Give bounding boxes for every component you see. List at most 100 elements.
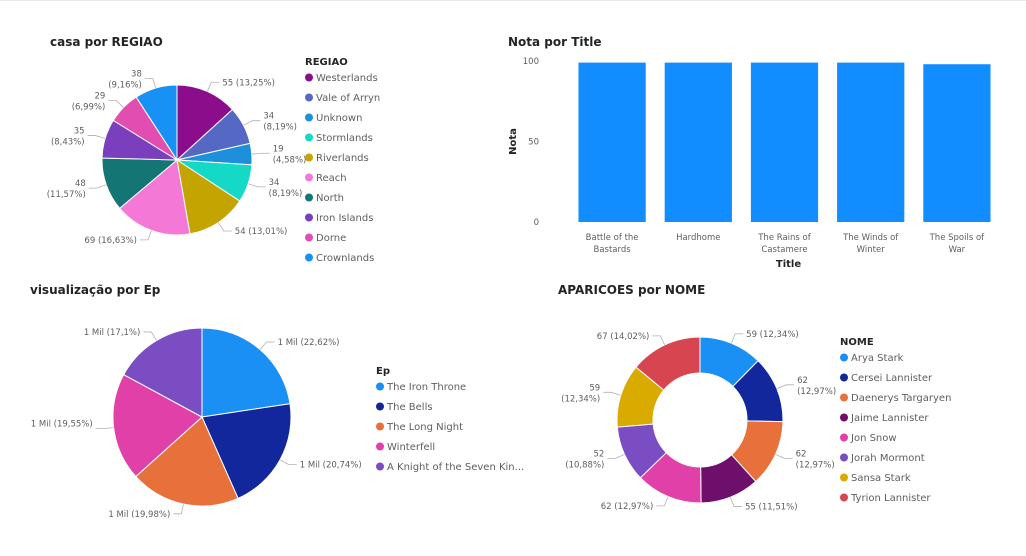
slice-tyrion-lannister[interactable] <box>635 336 701 391</box>
legend-label: Cersei Lannister <box>851 373 933 384</box>
legend-label: The Iron Throne <box>386 382 466 393</box>
slice-riverlands[interactable] <box>176 158 241 235</box>
chart-title: casa por REGIAO <box>50 35 163 49</box>
legend-marker <box>840 393 848 402</box>
legend: REGIAO Westerlands Vale of Arryn Unknown Sto… <box>305 57 380 264</box>
leader-line <box>108 100 124 108</box>
legend-marker <box>840 453 848 462</box>
legend: Ep The Iron Throne The Bells The Long Night… <box>376 366 524 473</box>
legend-title: NOME <box>840 337 874 348</box>
legend-item-a-knight-of-the-seven-kin[interactable]: A Knight of the Seven Kin... <box>376 462 524 473</box>
legend-marker <box>305 253 313 262</box>
slices <box>112 327 292 507</box>
legend-marker <box>305 193 313 202</box>
legend-label: Reach <box>316 173 347 184</box>
y-tick-label: 50 <box>528 138 539 148</box>
legend-item-riverlands[interactable]: Riverlands <box>305 153 369 164</box>
top-divider <box>0 0 1026 1</box>
bar-the-spoils-of-war[interactable] <box>923 64 991 222</box>
bar-the-winds-of-winter[interactable] <box>837 62 905 222</box>
data-label-iron-islands: 35 (8,43%) <box>51 127 85 148</box>
bar-battle-of-the-bastards[interactable] <box>578 62 646 222</box>
legend-label: The Long Night <box>386 422 463 433</box>
legend-label: Jorah Mormont <box>850 453 925 464</box>
leader-line <box>279 459 297 466</box>
x-tick-label: The Spoils of War <box>929 233 986 255</box>
legend-item-jon-snow[interactable]: Jon Snow <box>840 433 897 444</box>
legend-title: REGIAO <box>305 57 348 68</box>
legend-item-vale-of-arryn[interactable]: Vale of Arryn <box>305 93 380 104</box>
legend-item-iron-islands[interactable]: Iron Islands <box>305 213 373 224</box>
leader-line <box>95 427 114 430</box>
legend-marker <box>840 413 848 422</box>
leader-line <box>251 152 270 155</box>
data-label-jaime-lannister: 55 (11,51%) <box>745 503 798 513</box>
data-labels: 1 Mil (22,62%) 1 Mil (20,74%) 1 Mil (19,98… <box>31 328 362 520</box>
legend-item-westerlands[interactable]: Westerlands <box>305 73 378 84</box>
ep-pie-chart[interactable]: 1 Mil (22,62%) 1 Mil (20,74%) 1 Mil (19,98… <box>0 275 540 556</box>
regiao-pie-chart[interactable]: 55 (13,25%) 34 (8,19%) 19 (4,58%) 34 (8,19%) 54… <box>0 0 500 275</box>
slice-a-knight-of-the-seven-kin[interactable] <box>123 327 203 418</box>
legend-item-winterfell[interactable]: Winterfell <box>376 442 435 453</box>
legend-marker <box>305 173 313 182</box>
slice-the-iron-throne[interactable] <box>201 327 291 418</box>
legend-item-the-iron-throne[interactable]: The Iron Throne <box>376 382 466 393</box>
legend-label: Winterfell <box>387 442 435 453</box>
data-label-tyrion-lannister: 67 (14,02%) <box>597 332 650 342</box>
legend-marker <box>840 433 848 442</box>
nome-donut-chart[interactable]: 59 (12,34%) 62 (12,97%) 62 (12,97%) 55 (11,51… <box>540 275 1026 556</box>
slice-crownlands[interactable] <box>135 84 178 162</box>
legend-marker <box>305 153 313 162</box>
legend-item-arya-stark[interactable]: Arya Stark <box>840 353 904 364</box>
legend-item-jorah-mormont[interactable]: Jorah Mormont <box>840 453 925 464</box>
visualizacao-por-ep-visual[interactable]: visualização por Ep 1 Mil (22,62%) 1 Mil … <box>0 275 540 556</box>
leader-line <box>206 81 220 92</box>
legend-item-the-bells[interactable]: The Bells <box>376 402 433 413</box>
legend-item-crownlands[interactable]: Crownlands <box>305 253 374 264</box>
leader-line <box>656 496 669 507</box>
legend-label: Vale of Arryn <box>316 93 380 104</box>
chart-title: visualização por Ep <box>30 283 161 297</box>
legend-label: A Knight of the Seven Kin... <box>387 462 524 473</box>
legend-item-tyrion-lannister[interactable]: Tyrion Lannister <box>840 493 931 504</box>
legend-item-north[interactable]: North <box>305 193 344 204</box>
bar-hardhome[interactable] <box>664 62 732 222</box>
legend-label: Stormlands <box>316 133 373 144</box>
leader-line <box>731 333 744 344</box>
data-label-jon-snow: 62 (12,97%) <box>601 502 654 512</box>
casa-por-regiao-visual[interactable]: casa por REGIAO 55 (13,25%) 34 (8,19%) 19 (4… <box>0 0 500 275</box>
leader-line <box>143 331 157 341</box>
legend-item-reach[interactable]: Reach <box>305 173 347 184</box>
legend-label: Jaime Lannister <box>850 413 929 424</box>
legend-marker <box>305 113 313 122</box>
legend-item-cersei-lannister[interactable]: Cersei Lannister <box>840 373 933 384</box>
legend-item-unknown[interactable]: Unknown <box>305 113 362 124</box>
bar-the-rains-of-castamere[interactable] <box>750 62 819 222</box>
slice-reach[interactable] <box>118 159 191 236</box>
legend-label: Westerlands <box>316 73 378 84</box>
leader-line <box>139 230 152 241</box>
legend-item-dorne[interactable]: Dorne <box>305 233 346 244</box>
legend-marker <box>840 493 848 502</box>
slice-the-bells[interactable] <box>201 403 292 500</box>
y-axis-title: Nota <box>508 128 519 155</box>
nota-bar-chart[interactable]: 0 50 100 Nota Battle of the Bastards Hardhome T… <box>500 0 1026 275</box>
data-label-winterfell: 1 Mil (19,55%) <box>31 420 93 430</box>
leader-line <box>144 78 157 89</box>
slices <box>101 84 253 236</box>
legend-item-jaime-lannister[interactable]: Jaime Lannister <box>840 413 929 424</box>
data-label-cersei-lannister: 62 (12,97%) <box>797 376 836 397</box>
leader-line <box>776 384 795 389</box>
nota-por-title-visual[interactable]: Nota por Title 0 50 100 Nota Battle of the Ba… <box>500 0 1026 275</box>
legend-label: Iron Islands <box>316 213 373 224</box>
leader-line <box>217 222 232 232</box>
slice-the-long-night[interactable] <box>135 416 239 507</box>
legend-item-stormlands[interactable]: Stormlands <box>305 133 373 144</box>
legend-item-sansa-stark[interactable]: Sansa Stark <box>840 473 911 484</box>
slice-westerlands[interactable] <box>176 84 234 162</box>
legend-item-the-long-night[interactable]: The Long Night <box>376 422 463 433</box>
legend-item-daenerys-targaryen[interactable]: Daenerys Targaryen <box>840 393 951 404</box>
data-labels: 59 (12,34%) 62 (12,97%) 62 (12,97%) 55 (11,51… <box>561 330 836 513</box>
leader-line <box>607 454 625 459</box>
aparicoes-por-nome-visual[interactable]: APARICOES por NOME 59 (12,34%) 62 (12,97%)… <box>540 275 1026 556</box>
